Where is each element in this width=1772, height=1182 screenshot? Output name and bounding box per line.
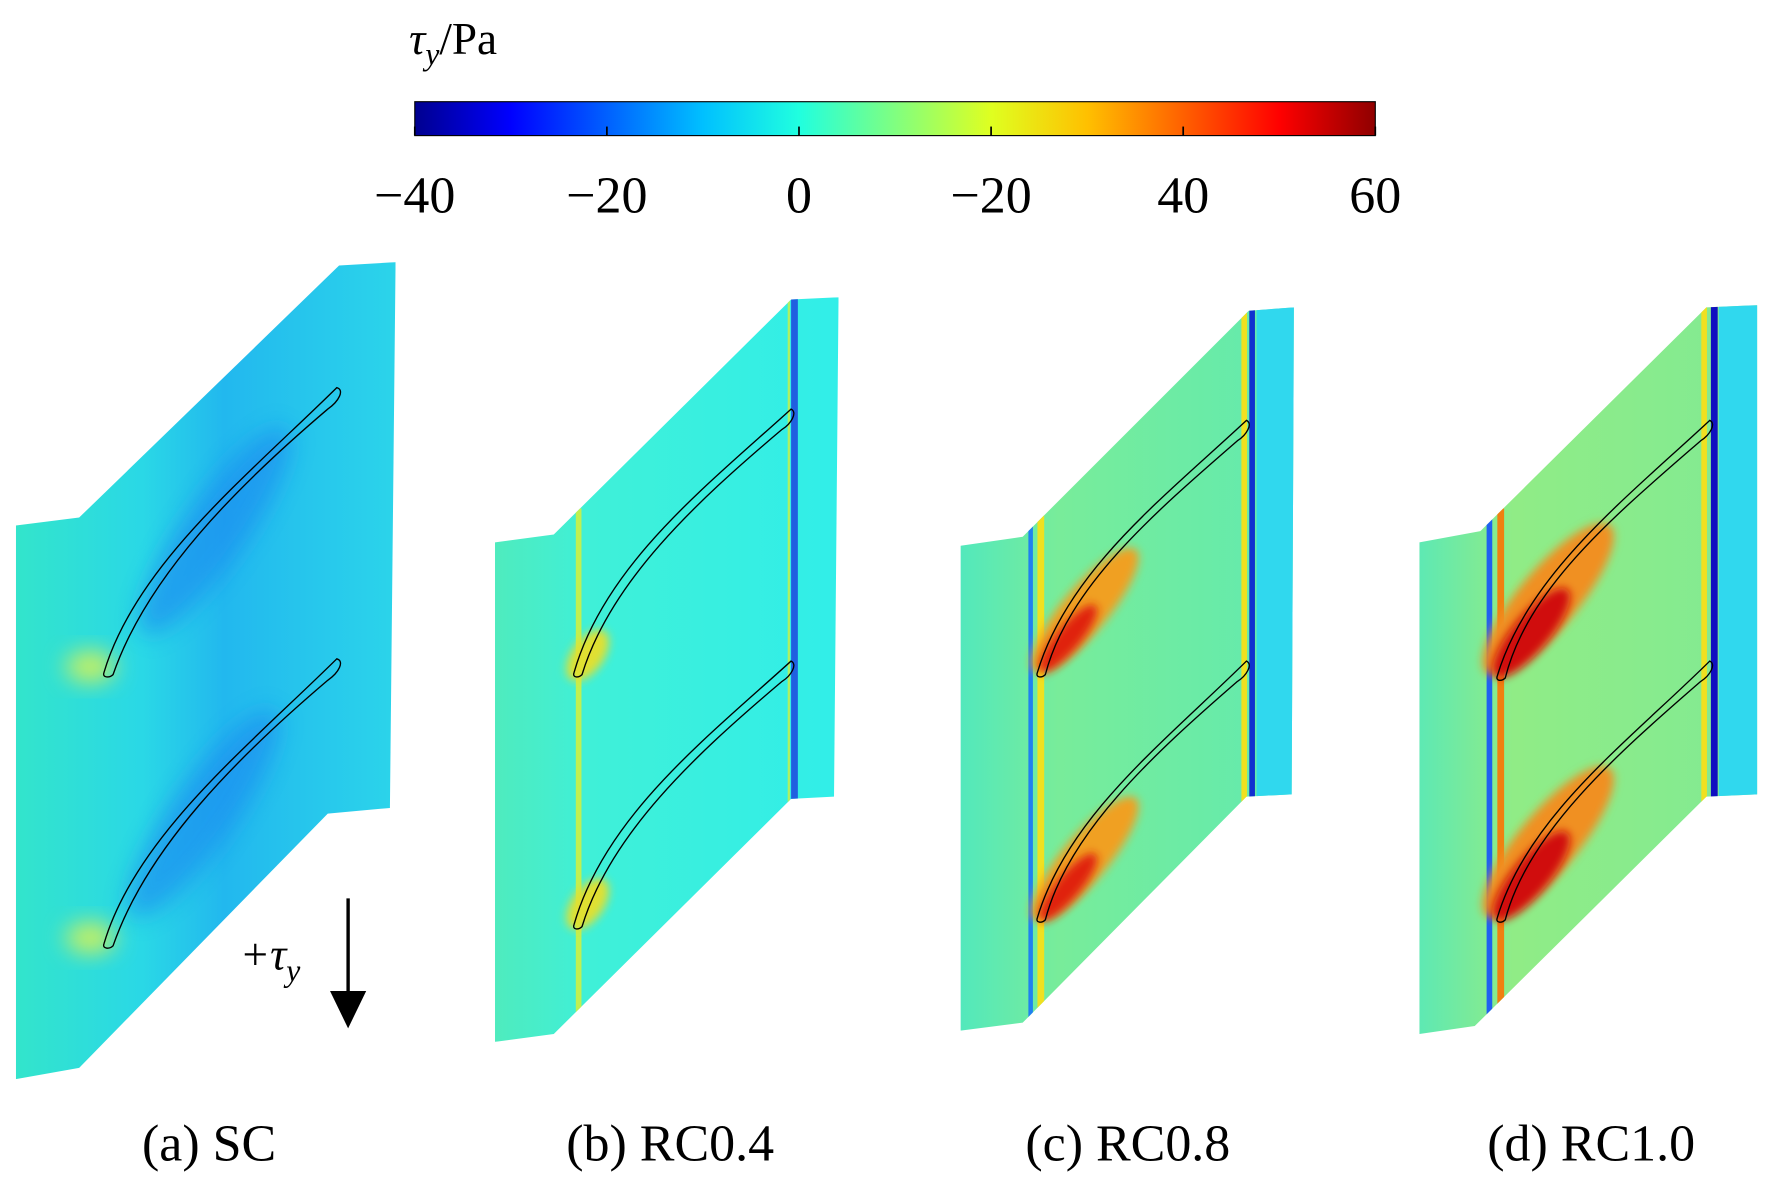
colorbar-ticks: −40 −20 0 −20 40 60 [374,126,1401,224]
panel-a-field [15,262,396,1080]
panel-c-field [960,307,1294,1031]
colorbar [414,101,1376,137]
colorbar-tick-label: −40 [374,167,455,224]
panel-label: (c) RC0.8 [1025,1116,1230,1173]
panel-b-field [495,297,839,1042]
blades [102,386,1714,949]
symbol: τ [409,14,427,64]
colorbar-title: τy/Pa [409,14,497,71]
subscript: y [283,953,301,988]
colorbar-tick-label: −20 [566,167,647,224]
sign: +τ [240,930,288,980]
panel-label: (b) RC0.4 [566,1116,774,1173]
colorbar-tick-label: 60 [1349,167,1401,224]
panel-label: (d) RC1.0 [1487,1116,1695,1173]
unit: /Pa [439,14,497,64]
subscript: y [422,36,440,71]
arrow-label: +τy [240,930,302,988]
colorbar-tick-label: −20 [950,167,1031,224]
panel-d-field [1419,305,1758,1034]
arrow-head [330,991,367,1029]
colorbar-tick-label: 0 [786,167,812,224]
colorbar-tick-label: 40 [1157,167,1209,224]
panel-label: (a) SC [142,1116,276,1173]
